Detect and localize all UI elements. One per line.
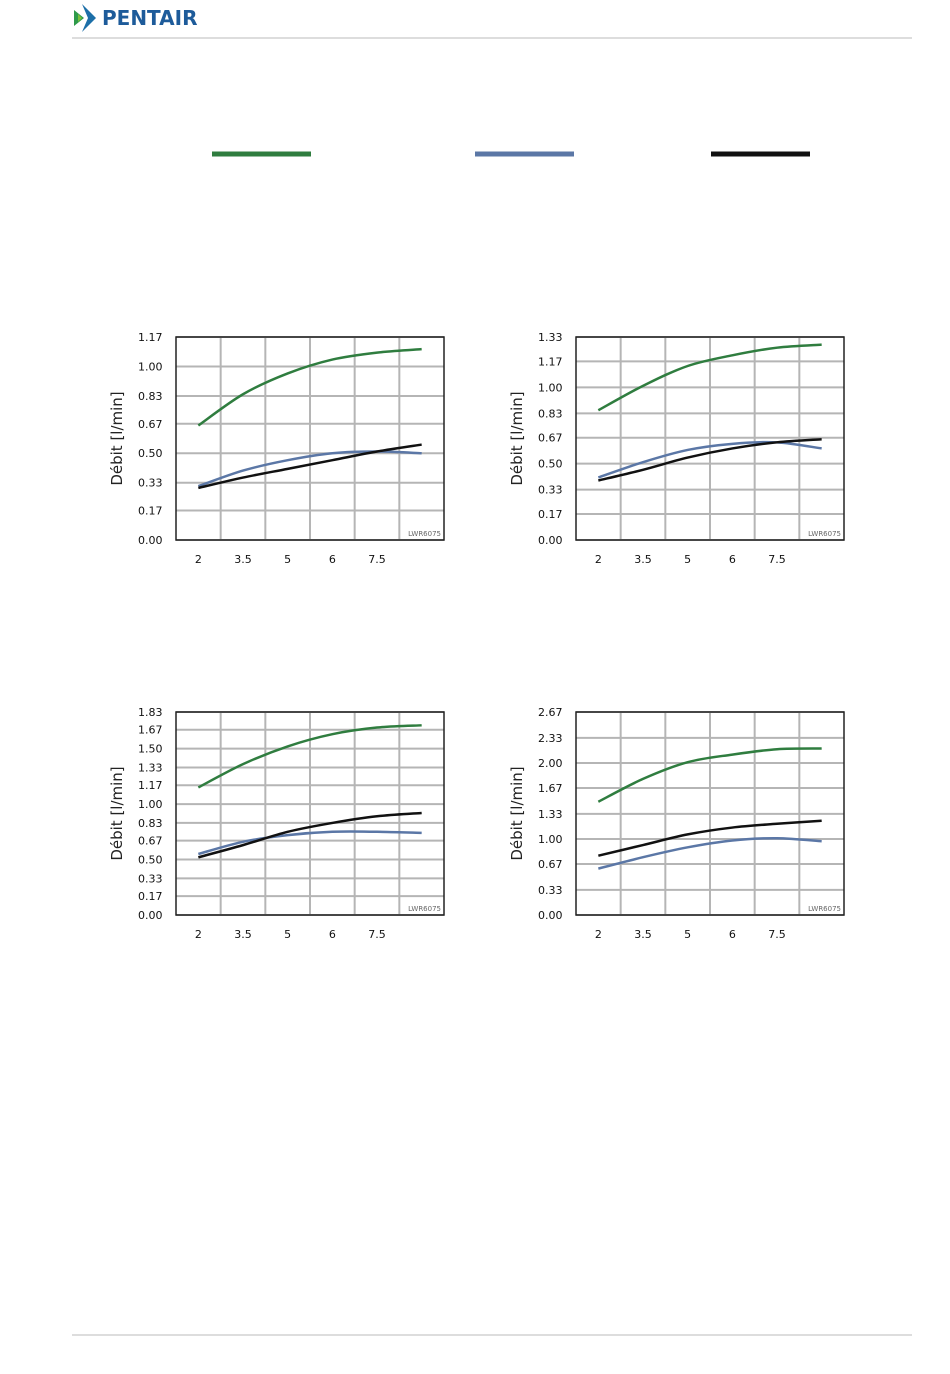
plot-border (175, 336, 445, 541)
series-line (198, 443, 422, 490)
y-tick-label: 1.67 (138, 724, 163, 737)
y-axis-label: Débit [l/min] (110, 766, 126, 860)
plot-border (175, 711, 445, 916)
series-line (598, 819, 822, 857)
y-tick-label: 0.17 (538, 508, 563, 521)
x-tick-label: 5 (684, 928, 691, 941)
y-tick-label: 0.00 (538, 534, 563, 547)
y-axis-label: Débit [l/min] (110, 391, 126, 485)
plot-border (575, 336, 845, 541)
x-tick-label: 6 (729, 553, 736, 566)
y-tick-label: 0.33 (138, 872, 163, 885)
y-tick-label: 2.67 (538, 706, 563, 719)
series-line (598, 438, 822, 482)
y-tick-label: 0.50 (538, 458, 563, 471)
x-tick-label: 3.5 (634, 928, 652, 941)
y-tick-label: 1.83 (138, 706, 163, 719)
y-tick-label: 1.17 (138, 779, 163, 792)
y-tick-label: 2.33 (538, 732, 563, 745)
series-line (598, 836, 822, 870)
y-tick-label: 1.33 (138, 761, 163, 774)
annotation: LWR6075 (808, 905, 841, 913)
y-axis-label: Débit [l/min] (510, 766, 526, 860)
y-tick-label: 1.00 (538, 381, 563, 394)
series-line (197, 347, 422, 427)
y-tick-label: 0.33 (138, 477, 163, 490)
annotation: LWR6075 (408, 530, 441, 538)
series-line (597, 343, 822, 412)
x-tick-label: 3.5 (234, 553, 252, 566)
y-tick-label: 0.83 (138, 817, 163, 830)
y-tick-label: 0.67 (138, 418, 163, 431)
x-tick-label: 5 (284, 553, 291, 566)
brand: PENTAIR (102, 6, 197, 30)
x-tick-label: 2 (595, 928, 602, 941)
series-line (197, 724, 422, 789)
plot-border (575, 711, 845, 916)
annotation: LWR6075 (408, 905, 441, 913)
y-tick-label: 1.67 (538, 782, 563, 795)
x-tick-label: 2 (595, 553, 602, 566)
y-tick-label: 0.33 (538, 484, 563, 497)
y-tick-label: 0.83 (138, 390, 163, 403)
y-tick-label: 1.50 (138, 743, 163, 756)
chart: 0.00 0.17 0.33 0.50 0.67 0.83 1.00 1.17 2 3.5 5 6 7.… (110, 331, 445, 566)
y-tick-label: 1.00 (538, 833, 563, 846)
x-tick-label: 7.5 (768, 928, 786, 941)
y-tick-label: 0.67 (138, 835, 163, 848)
x-tick-label: 5 (684, 553, 691, 566)
y-tick-label: 1.17 (138, 331, 163, 344)
x-tick-label: 7.5 (368, 928, 386, 941)
y-axis-label: Débit [l/min] (510, 391, 526, 485)
logo-icon (74, 4, 96, 32)
y-tick-label: 0.50 (138, 854, 163, 867)
chart: 0.00 0.33 0.67 1.00 1.33 1.67 2.00 2.33 2.67 2 3.5… (510, 706, 845, 941)
y-tick-label: 1.33 (538, 808, 563, 821)
y-tick-label: 0.67 (538, 432, 563, 445)
y-tick-label: 0.50 (138, 447, 163, 460)
series-line (198, 811, 422, 859)
chart: 0.00 0.17 0.33 0.50 0.67 0.83 1.00 1.17 1.33 1.50… (110, 706, 445, 941)
annotation: LWR6075 (808, 530, 841, 538)
x-tick-label: 7.5 (768, 553, 786, 566)
y-tick-label: 0.83 (538, 407, 563, 420)
y-tick-label: 1.17 (538, 355, 563, 368)
x-tick-label: 2 (195, 928, 202, 941)
y-tick-label: 0.17 (138, 890, 163, 903)
x-tick-label: 2 (195, 553, 202, 566)
series-line (597, 747, 822, 803)
x-tick-label: 6 (329, 928, 336, 941)
y-tick-label: 0.00 (538, 909, 563, 922)
series-line (198, 830, 422, 856)
y-tick-label: 0.17 (138, 505, 163, 518)
x-tick-label: 3.5 (234, 928, 252, 941)
x-tick-label: 5 (284, 928, 291, 941)
y-tick-label: 1.00 (138, 360, 163, 373)
x-tick-label: 3.5 (634, 553, 652, 566)
x-tick-label: 6 (729, 928, 736, 941)
y-tick-label: 0.00 (138, 909, 163, 922)
y-tick-label: 1.00 (138, 798, 163, 811)
y-tick-label: 0.67 (538, 858, 563, 871)
y-tick-label: 1.33 (538, 331, 563, 344)
y-tick-label: 0.33 (538, 884, 563, 897)
x-tick-label: 6 (329, 553, 336, 566)
y-tick-label: 2.00 (538, 757, 563, 770)
x-tick-label: 7.5 (368, 553, 386, 566)
chart: 0.00 0.17 0.33 0.50 0.67 0.83 1.00 1.17 1.33 2 3.5… (510, 331, 845, 566)
y-tick-label: 0.00 (138, 534, 163, 547)
